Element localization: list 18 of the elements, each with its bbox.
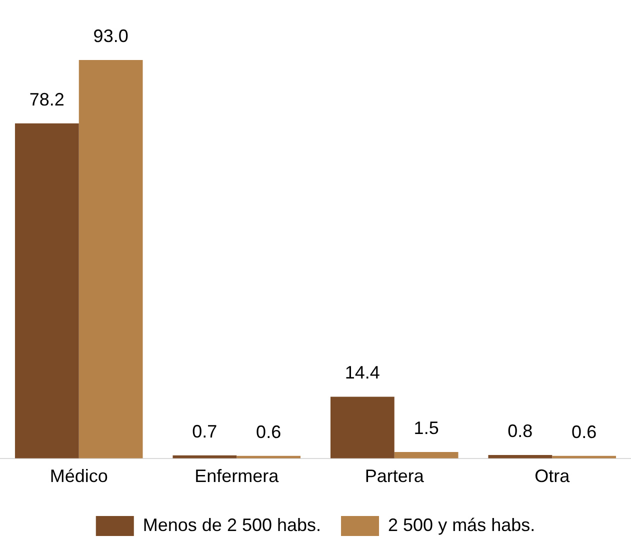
x-tick-label: Enfermera: [194, 466, 280, 486]
data-label: 78.2: [29, 89, 64, 110]
x-tick-label: Partera: [364, 466, 425, 486]
bar: [78, 60, 143, 458]
data-label: 14.4: [344, 362, 380, 383]
x-tick-label: Otra: [534, 466, 571, 486]
data-label: 0.8: [508, 420, 533, 441]
x-tick-label: Médico: [50, 466, 108, 486]
data-label: 0.6: [256, 422, 282, 442]
data-label: 93.0: [93, 26, 128, 46]
bar: [394, 452, 458, 458]
data-label: 1.5: [414, 418, 439, 438]
legend-label: Menos de 2 500 habs.: [142, 514, 322, 535]
bar: [330, 396, 394, 458]
data-label: 0.7: [192, 421, 218, 442]
bar: [14, 123, 79, 458]
legend-label: 2 500 y más habs.: [388, 514, 536, 535]
data-label: 0.6: [572, 422, 597, 442]
